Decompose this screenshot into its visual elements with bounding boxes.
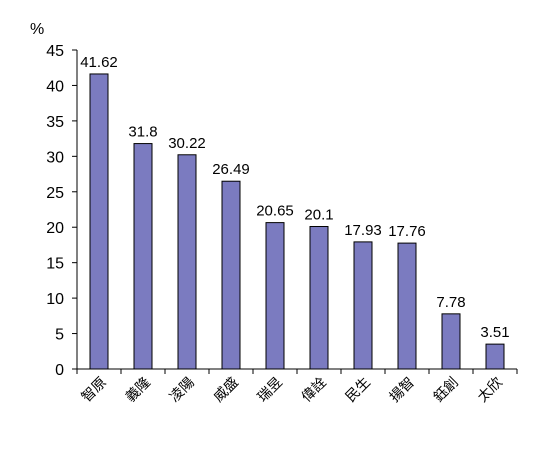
data-label: 31.8 [128, 124, 157, 141]
x-tick-label: 太欣 [475, 375, 506, 406]
y-tick-label: 40 [46, 78, 64, 95]
data-label: 17.93 [344, 222, 382, 239]
bar [177, 154, 197, 370]
x-tick-label: 智原 [79, 375, 110, 406]
y-tick-label: 20 [46, 220, 64, 237]
x-tick-label: 揚智 [386, 374, 418, 406]
bars [89, 73, 505, 370]
y-tick-label: 45 [46, 43, 64, 60]
bar [309, 226, 329, 370]
data-label: 26.49 [212, 161, 250, 178]
x-tick-label: 民生 [343, 375, 374, 406]
y-tick-label: 15 [46, 256, 64, 273]
data-label: 20.1 [304, 207, 333, 224]
x-axis: 智原 義隆 凌陽 威盛 瑞昱 偉詮 民生 揚智 鈺創 太欣 [76, 368, 518, 406]
y-tick-label: 35 [46, 114, 64, 131]
y-axis-unit-label: % [30, 21, 44, 38]
bar [353, 241, 373, 370]
data-label: 30.22 [168, 135, 206, 152]
data-label: 20.65 [256, 203, 294, 220]
x-tick-label: 偉詮 [299, 375, 330, 406]
bar [221, 180, 241, 370]
y-tick-label: 10 [46, 291, 64, 308]
y-tick-label: 30 [46, 149, 64, 166]
data-labels: 41.62 31.8 30.22 26.49 20.65 20.1 17.93 17.76 7.… [80, 54, 509, 341]
bar [485, 343, 505, 370]
bar [133, 143, 153, 370]
x-tick-label: 威盛 [211, 375, 242, 406]
y-axis: 0 5 10 15 20 25 30 35 40 45 [46, 43, 78, 379]
x-tick-label: 鈺創 [430, 374, 462, 406]
x-tick-label: 凌陽 [167, 375, 198, 406]
bar [89, 73, 109, 370]
data-label: 3.51 [480, 324, 509, 341]
bar [265, 222, 285, 370]
bar [397, 242, 417, 370]
data-label: 41.62 [80, 54, 118, 71]
bar [441, 313, 461, 370]
y-tick-label: 5 [55, 327, 64, 344]
x-tick-label: 瑞昱 [255, 375, 286, 406]
data-label: 7.78 [436, 294, 465, 311]
x-tick-label: 義隆 [122, 374, 154, 406]
data-label: 17.76 [388, 223, 426, 240]
y-tick-label: 25 [46, 185, 64, 202]
y-tick-label: 0 [55, 362, 64, 379]
